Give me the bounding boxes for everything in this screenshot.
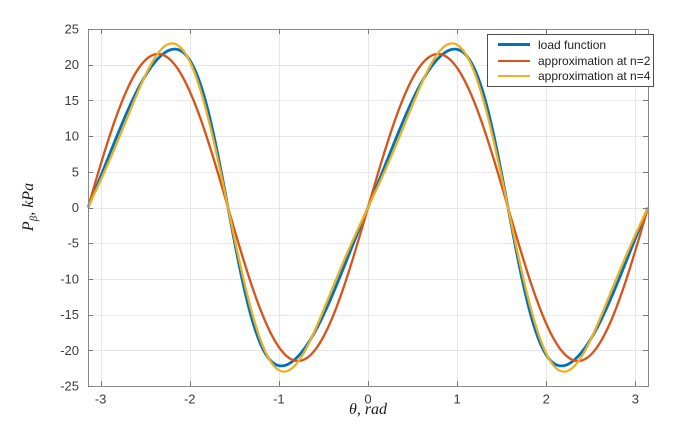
x-axis-label-rest: , rad: [356, 401, 388, 418]
y-axis-label: Pβ, kPa: [20, 182, 40, 232]
legend-label: approximation at n=4: [538, 69, 651, 84]
x-tick-label: -3: [95, 392, 107, 407]
legend-swatch-approximation-n4: [498, 75, 530, 78]
x-tick-label: 2: [543, 392, 550, 407]
y-tick-label: -25: [60, 379, 79, 394]
x-tick-label: 0: [364, 392, 371, 407]
y-tick-label: 25: [65, 22, 79, 37]
y-tick-label: 20: [65, 57, 79, 72]
series-path-approximation-at-n-4: [86, 42, 650, 373]
legend-label: approximation at n=2: [538, 53, 651, 68]
x-tick-label: -2: [184, 392, 196, 407]
x-tick-label: 1: [454, 392, 461, 407]
legend-swatch-load-function: [498, 43, 530, 47]
legend-item: approximation at n=2: [498, 55, 653, 67]
legend-item: load function: [498, 39, 653, 51]
x-axis-label: θ, rad: [88, 401, 648, 419]
y-tick-label: 5: [72, 164, 79, 179]
y-tick-label: -10: [60, 271, 79, 286]
legend: load function approximation at n=2 appro…: [487, 34, 654, 87]
y-tick-label: -15: [60, 307, 79, 322]
x-tick-label: 3: [632, 392, 639, 407]
legend-label: load function: [538, 37, 607, 52]
y-tick-label: -5: [67, 236, 79, 251]
y-axis-label-subscript: β: [28, 215, 40, 222]
y-tick-label: 0: [72, 200, 79, 215]
legend-item: approximation at n=4: [498, 70, 653, 82]
y-tick-label: 15: [65, 93, 79, 108]
x-axis-label-symbol: θ: [348, 401, 357, 418]
y-axis-label-symbol: P: [20, 221, 37, 232]
legend-swatch-approximation-n2: [498, 59, 530, 62]
y-axis-label-rest: , kPa: [20, 182, 37, 216]
x-tick-label: -1: [273, 392, 285, 407]
y-tick-label: -20: [60, 343, 79, 358]
y-tick-label: 10: [65, 129, 79, 144]
